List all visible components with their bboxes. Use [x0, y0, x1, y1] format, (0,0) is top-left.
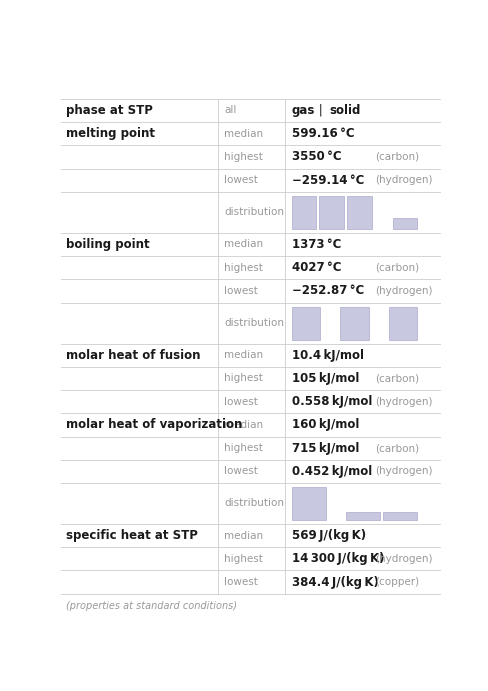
Text: 599.16 °C: 599.16 °C	[291, 127, 353, 140]
Text: −259.14 °C: −259.14 °C	[291, 173, 363, 187]
Text: median: median	[224, 129, 263, 139]
Text: highest: highest	[224, 263, 263, 273]
Text: lowest: lowest	[224, 175, 258, 185]
Text: phase at STP: phase at STP	[65, 104, 152, 117]
Bar	[392, 218, 416, 229]
Bar	[346, 196, 371, 229]
Text: gas: gas	[291, 104, 314, 117]
Text: 0.452 kJ/mol: 0.452 kJ/mol	[291, 465, 371, 478]
Text: 715 kJ/mol: 715 kJ/mol	[291, 442, 358, 455]
Text: 384.4 J/(kg K): 384.4 J/(kg K)	[291, 576, 378, 589]
Text: distribution: distribution	[224, 498, 284, 509]
Text: (hydrogen): (hydrogen)	[374, 554, 431, 564]
Text: (carbon): (carbon)	[374, 152, 418, 162]
Text: (properties at standard conditions): (properties at standard conditions)	[65, 601, 236, 612]
Text: specific heat at STP: specific heat at STP	[65, 529, 197, 542]
Text: all: all	[224, 106, 236, 115]
Text: molar heat of fusion: molar heat of fusion	[65, 349, 200, 362]
Bar	[340, 307, 368, 339]
Bar	[291, 487, 325, 520]
Text: 3550 °C: 3550 °C	[291, 151, 341, 164]
Text: (hydrogen): (hydrogen)	[374, 286, 431, 296]
Bar	[291, 196, 316, 229]
Text: median: median	[224, 350, 263, 360]
Text: 160 kJ/mol: 160 kJ/mol	[291, 418, 358, 431]
Text: 105 kJ/mol: 105 kJ/mol	[291, 372, 358, 385]
Text: lowest: lowest	[224, 466, 258, 476]
Text: (hydrogen): (hydrogen)	[374, 175, 431, 185]
Bar	[388, 307, 416, 339]
Bar	[382, 512, 417, 520]
Bar	[345, 512, 379, 520]
Text: 1373 °C: 1373 °C	[291, 238, 340, 251]
Text: lowest: lowest	[224, 577, 258, 587]
Text: |: |	[314, 104, 326, 117]
Text: distribution: distribution	[224, 207, 284, 217]
Text: lowest: lowest	[224, 397, 258, 407]
Bar	[319, 196, 343, 229]
Text: median: median	[224, 420, 263, 430]
Text: molar heat of vaporization: molar heat of vaporization	[65, 418, 242, 431]
Text: −252.87 °C: −252.87 °C	[291, 285, 363, 297]
Text: 569 J/(kg K): 569 J/(kg K)	[291, 529, 365, 542]
Text: highest: highest	[224, 152, 263, 162]
Text: solid: solid	[329, 104, 360, 117]
Text: (carbon): (carbon)	[374, 443, 418, 453]
Text: 10.4 kJ/mol: 10.4 kJ/mol	[291, 349, 363, 362]
Text: boiling point: boiling point	[65, 238, 149, 251]
Text: lowest: lowest	[224, 286, 258, 296]
Text: 4027 °C: 4027 °C	[291, 261, 340, 274]
Text: distribution: distribution	[224, 318, 284, 328]
Text: melting point: melting point	[65, 127, 154, 140]
Text: 14 300 J/(kg K): 14 300 J/(kg K)	[291, 552, 383, 565]
Text: (copper): (copper)	[374, 577, 418, 587]
Text: (hydrogen): (hydrogen)	[374, 466, 431, 476]
Text: highest: highest	[224, 373, 263, 384]
Text: (hydrogen): (hydrogen)	[374, 397, 431, 407]
Text: (carbon): (carbon)	[374, 373, 418, 384]
Bar	[291, 307, 319, 339]
Text: highest: highest	[224, 554, 263, 564]
Text: median: median	[224, 240, 263, 249]
Text: median: median	[224, 531, 263, 540]
Text: (carbon): (carbon)	[374, 263, 418, 273]
Text: highest: highest	[224, 443, 263, 453]
Text: 0.558 kJ/mol: 0.558 kJ/mol	[291, 395, 371, 408]
